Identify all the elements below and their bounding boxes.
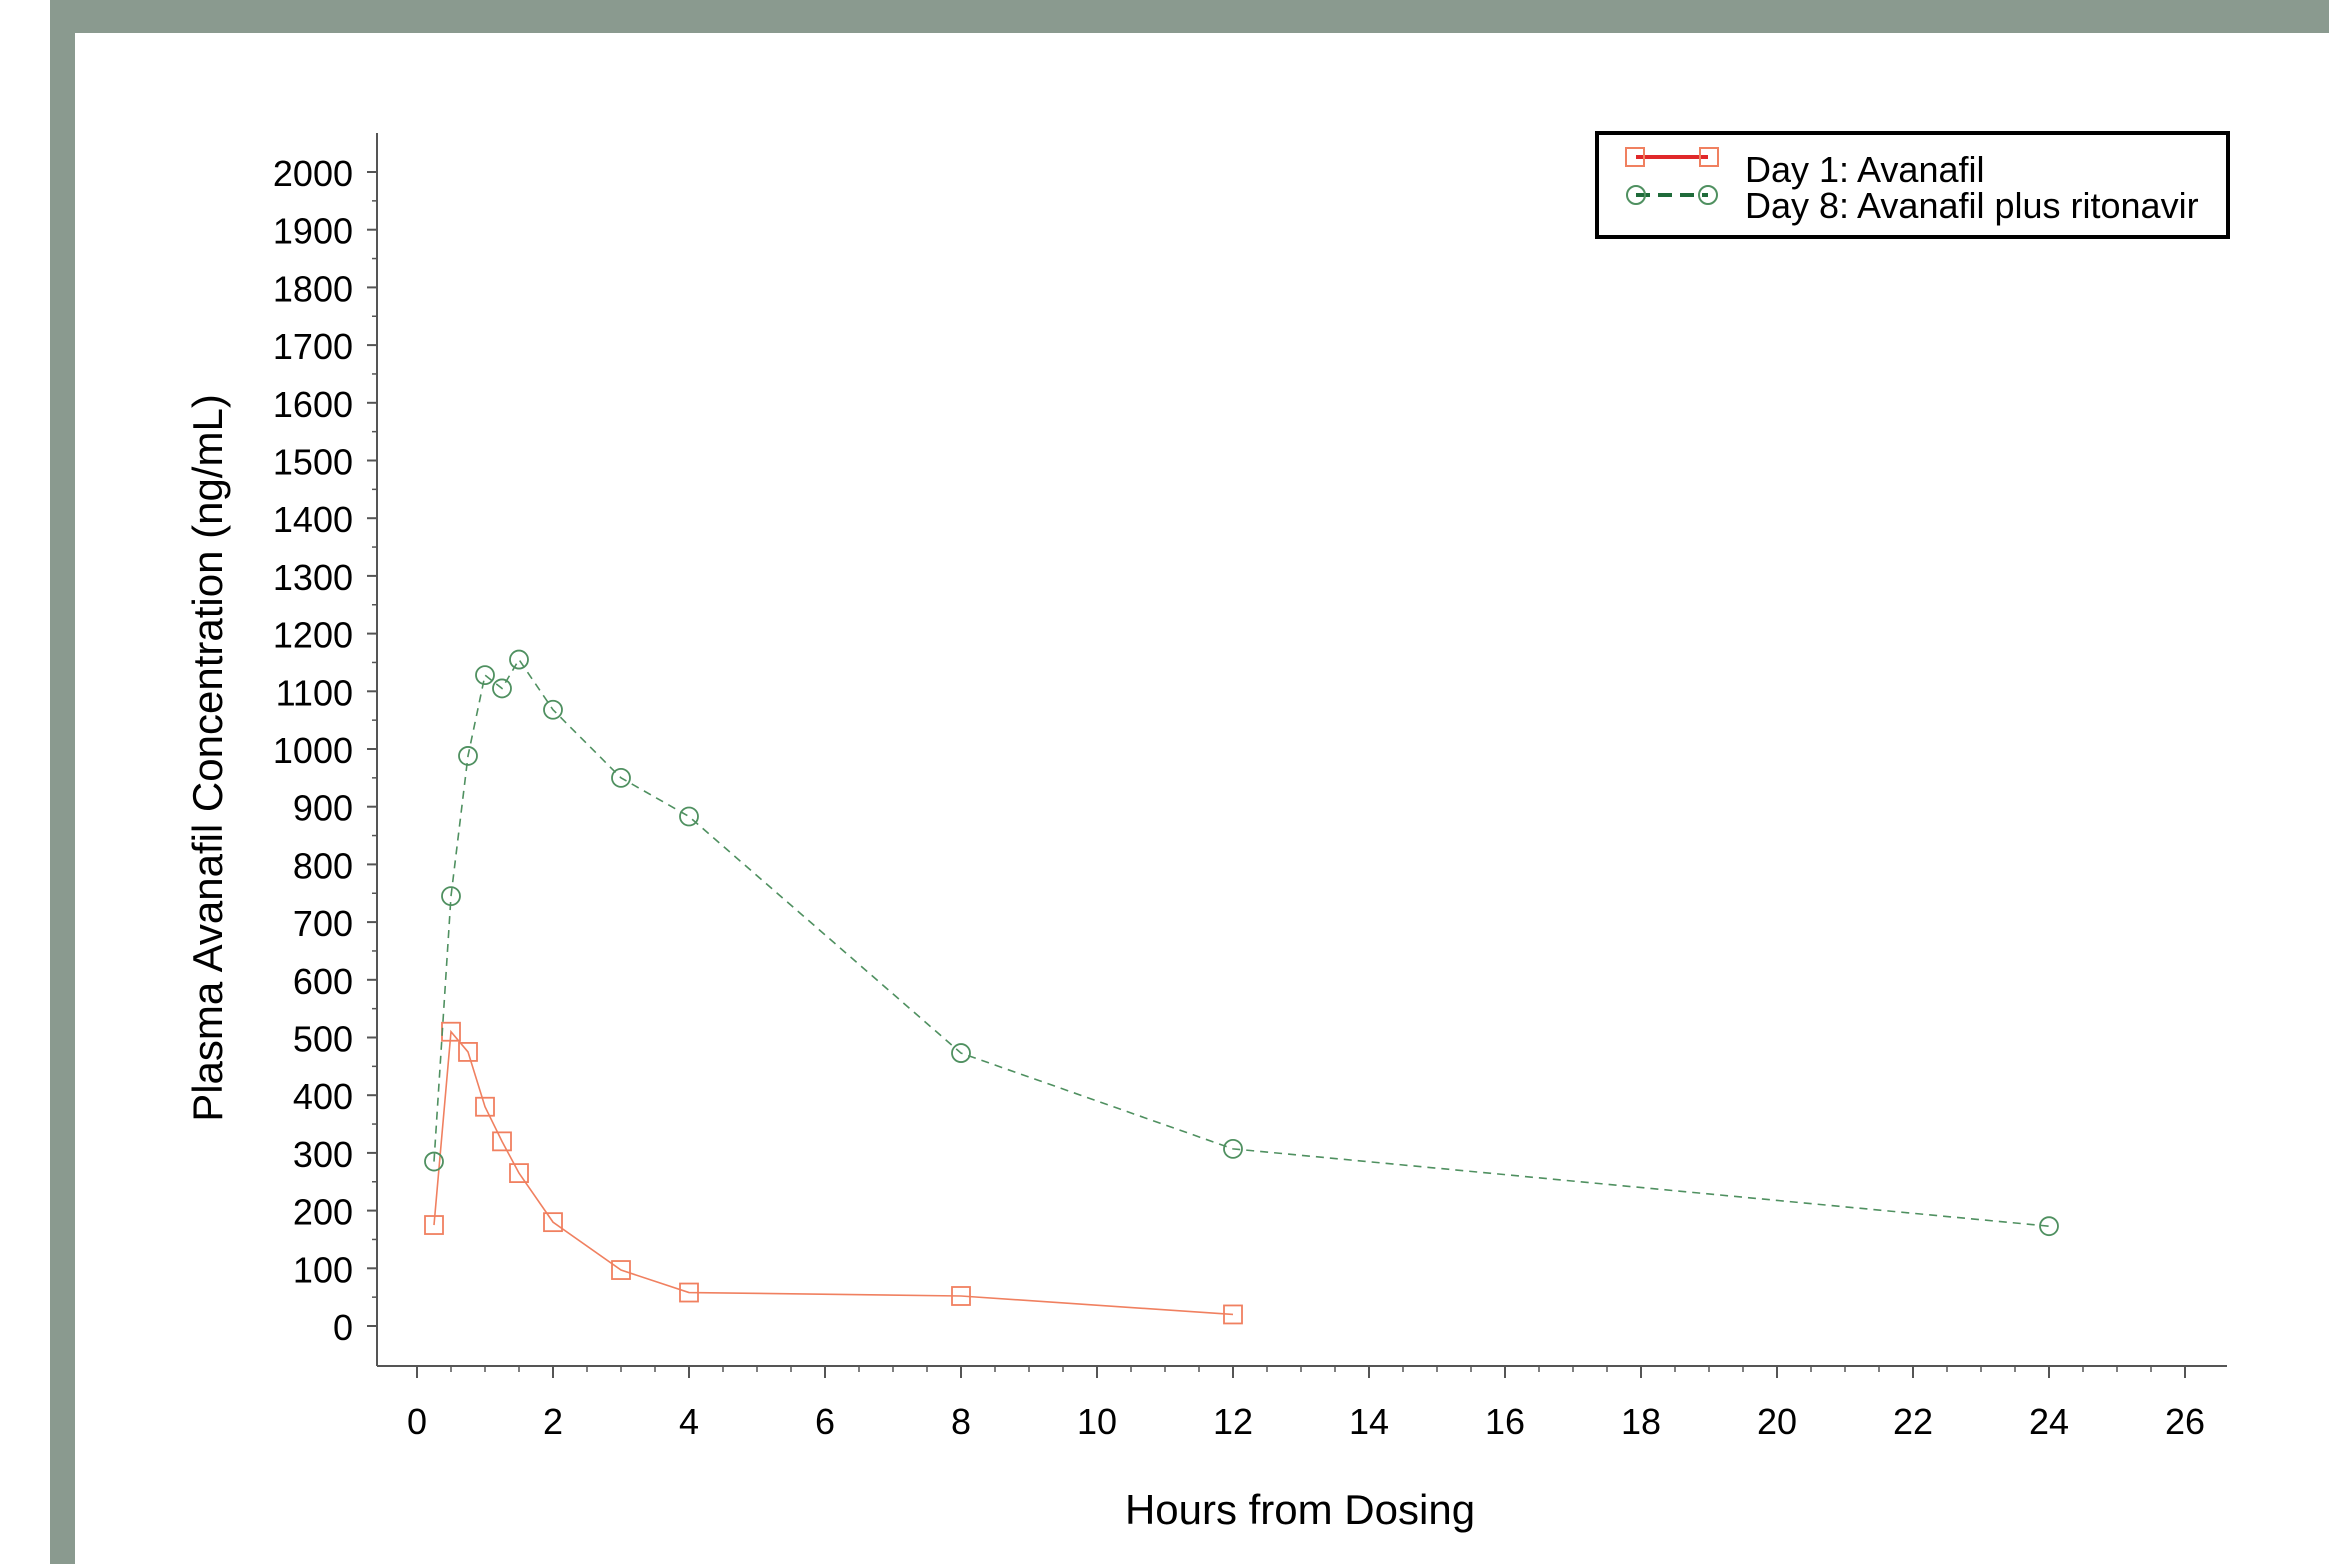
x-tick-label: 4 — [679, 1401, 699, 1442]
legend-day8-circle-marker — [1698, 185, 1718, 205]
data-point-day1 — [475, 1096, 495, 1117]
data-point-day8 — [509, 649, 529, 670]
x-axis-label: Hours from Dosing — [1125, 1486, 1475, 1533]
y-tick-label: 1800 — [273, 268, 353, 309]
y-tick-label: 1400 — [273, 499, 353, 540]
data-point-day1 — [424, 1215, 444, 1235]
y-tick-label: 400 — [293, 1076, 353, 1117]
y-tick-label: 1000 — [273, 730, 353, 771]
frame-top-band — [50, 0, 2329, 33]
y-axis-label: Plasma Avanafil Concentration (ng/mL) — [184, 394, 231, 1122]
y-tick-label: 700 — [293, 903, 353, 944]
x-tick-label: 8 — [951, 1401, 971, 1442]
x-tick-label: 0 — [407, 1401, 427, 1442]
y-tick-label: 1500 — [273, 442, 353, 483]
data-point-day1 — [441, 1021, 461, 1042]
data-point-day8 — [679, 806, 699, 827]
y-tick-label: 300 — [293, 1134, 353, 1175]
y-tick-label: 2000 — [273, 153, 353, 194]
y-tick-label: 1900 — [273, 211, 353, 252]
data-point-day1 — [951, 1286, 971, 1306]
legend-box — [1595, 131, 2230, 239]
y-tick-label: 1300 — [273, 557, 353, 598]
y-tick-label: 200 — [293, 1192, 353, 1233]
data-point-day1 — [679, 1282, 699, 1303]
series-line-day1 — [433, 1029, 1234, 1316]
series-line-day8 — [433, 658, 2050, 1227]
frame-left-band — [50, 0, 75, 1564]
data-point-day8 — [543, 699, 563, 720]
x-tick-label: 10 — [1077, 1401, 1117, 1442]
data-point-day8 — [424, 1151, 444, 1172]
y-tick-label: 600 — [293, 961, 353, 1002]
data-point-day1 — [1223, 1304, 1243, 1325]
y-tick-label: 100 — [293, 1249, 353, 1290]
y-tick-label: 0 — [333, 1307, 353, 1348]
data-point-day8 — [441, 886, 461, 907]
y-tick-label: 900 — [293, 788, 353, 829]
data-point-day8 — [611, 767, 631, 788]
y-tick-label: 1200 — [273, 615, 353, 656]
series-day8 — [424, 649, 2059, 1237]
data-point-day8 — [2039, 1216, 2059, 1237]
legend-day8-label: Day 8: Avanafil plus ritonavir — [1745, 185, 2199, 226]
x-tick-label: 26 — [2165, 1401, 2205, 1442]
legend-entry-day1: Day 1: Avanafil — [1625, 147, 1984, 190]
x-tick-label: 14 — [1349, 1401, 1389, 1442]
data-point-day8 — [475, 665, 495, 686]
data-point-day8 — [492, 678, 512, 699]
y-tick-label: 500 — [293, 1019, 353, 1060]
legend-entry-day8: Day 8: Avanafil plus ritonavir — [1626, 185, 2199, 226]
x-tick-label: 22 — [1893, 1401, 1933, 1442]
data-point-day8 — [1223, 1138, 1243, 1159]
data-point-day1 — [458, 1042, 478, 1062]
series-layer — [424, 649, 2059, 1325]
legend-day1-square-marker — [1625, 147, 1645, 167]
x-tick-label: 24 — [2029, 1401, 2069, 1442]
data-point-day1 — [543, 1212, 563, 1233]
x-tick-label: 12 — [1213, 1401, 1253, 1442]
data-point-day8 — [458, 746, 478, 766]
data-point-day8 — [951, 1043, 971, 1063]
legend-day1-square-marker — [1699, 147, 1719, 167]
x-tick-label: 2 — [543, 1401, 563, 1442]
y-tick-label: 800 — [293, 845, 353, 886]
legend-day1-label: Day 1: Avanafil — [1745, 149, 1984, 190]
legend: Day 1: Avanafil Day 8: Avanafil plus rit… — [1595, 131, 2230, 239]
x-tick-label: 6 — [815, 1401, 835, 1442]
series-day1 — [424, 1021, 1243, 1325]
x-tick-label: 18 — [1621, 1401, 1661, 1442]
y-tick-label: 1700 — [273, 326, 353, 367]
legend-day8-circle-marker — [1626, 185, 1646, 205]
data-point-day1 — [509, 1163, 529, 1183]
y-tick-label: 1600 — [273, 384, 353, 425]
data-point-day1 — [611, 1260, 631, 1280]
axes: 0100200300400500600700800900100011001200… — [273, 133, 2227, 1442]
data-point-day1 — [492, 1131, 512, 1152]
x-tick-label: 16 — [1485, 1401, 1525, 1442]
y-tick-label: 1100 — [276, 672, 353, 713]
x-tick-label: 20 — [1757, 1401, 1797, 1442]
